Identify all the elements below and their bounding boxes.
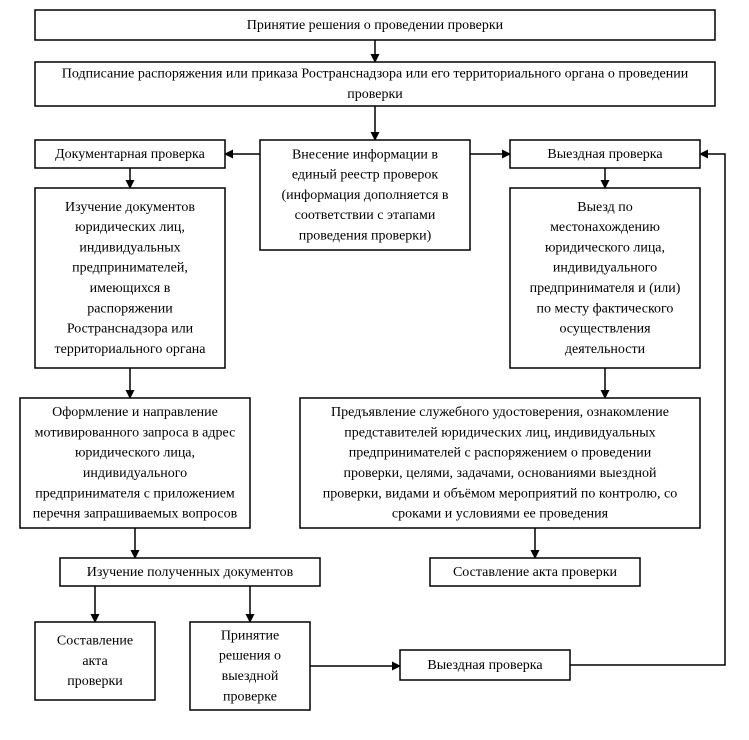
node-label-line: Выездная проверка — [547, 147, 663, 162]
node-n3: Документарная проверка — [35, 140, 225, 168]
node-n4: Внесение информации в единый реестр прове… — [260, 140, 470, 250]
node-n2: Подписание распоряжения или приказа Рост… — [35, 62, 715, 106]
node-label-line: Внесение информации в — [292, 147, 438, 162]
node-label-line: Изучение полученных документов — [87, 565, 294, 580]
node-label-line: проверки, видами и объёмом мероприятий п… — [323, 486, 677, 501]
node-label-line: проверке — [223, 689, 277, 704]
node-label-line: предпринимателей, — [72, 261, 188, 276]
node-label-line: соответствии с этапами — [295, 208, 436, 223]
node-n12: Составление акта проверки — [35, 622, 155, 700]
node-label-line: выездной — [222, 669, 279, 684]
node-n8: Оформление и направление мотивированного … — [20, 398, 250, 528]
node-label-line: проверки — [67, 674, 123, 689]
node-label-line: единый реестр проверок — [292, 168, 439, 183]
node-n6: Изучение документов юридических лиц, индив… — [35, 188, 225, 368]
node-n10: Изучение полученных документов — [60, 558, 320, 586]
node-n14: Выездная проверка — [400, 650, 570, 680]
node-label-line: Документарная проверка — [55, 147, 206, 162]
node-label-line: (информация дополняется в — [281, 188, 448, 203]
node-label-line: решения о — [219, 649, 281, 664]
node-label-line: юридического лица, — [545, 240, 665, 255]
node-label-line: Подписание распоряжения или приказа Рост… — [62, 67, 689, 82]
node-label-line: сроками и условиями ее проведения — [392, 507, 609, 522]
node-label-line: Принятие решения о проведении проверки — [247, 18, 504, 33]
node-n5: Выездная проверка — [510, 140, 700, 168]
node-n7: Выезд по местонахождению юридического лица… — [510, 188, 700, 368]
node-label-line: предпринимателя и (или) — [530, 281, 681, 296]
node-label-line: Составление — [57, 634, 133, 649]
node-label-line: юридических лиц, — [75, 220, 185, 235]
nodes-layer: Принятие решения о проведении проверки По… — [20, 10, 715, 710]
node-label-line: имеющихся в — [90, 281, 171, 296]
node-label-line: мотивированного запроса в адрес — [35, 425, 236, 440]
node-n11: Составление акта проверки — [430, 558, 640, 586]
node-label-line: Выездная проверка — [427, 658, 543, 673]
node-label-line: проверки — [347, 87, 403, 102]
node-label-line: распоряжении — [87, 301, 173, 316]
node-label-line: предпринимателей с распоряжением о прове… — [349, 446, 652, 461]
node-label-line: деятельности — [565, 342, 646, 357]
node-label-line: Составление акта проверки — [453, 565, 618, 580]
node-n13: Принятие решения о выездной проверке — [190, 622, 310, 710]
node-label-line: проведения проверки) — [299, 228, 432, 243]
node-label-line: представителей юридических лиц, индивиду… — [344, 425, 655, 440]
node-n9: Предъявление служебного удостоверения, о… — [300, 398, 700, 528]
node-label-line: по месту фактического — [537, 301, 674, 316]
node-label-line: Ространснадзора или — [67, 322, 194, 337]
node-label-line: акта — [82, 654, 108, 669]
node-label-line: Принятие — [221, 628, 279, 643]
flowchart-canvas: Принятие решения о проведении проверки По… — [0, 0, 749, 740]
node-n1: Принятие решения о проведении проверки — [35, 10, 715, 40]
node-label-line: индивидуального — [553, 261, 657, 276]
node-label-line: проверки, целями, задачами, основаниями … — [344, 466, 657, 481]
node-label-line: индивидуальных — [79, 240, 180, 255]
node-label-line: Выезд по — [577, 200, 633, 215]
node-label-line: территориального органа — [54, 342, 206, 357]
node-label-line: перечня запрашиваемых вопросов — [33, 507, 238, 522]
node-label-line: Оформление и направление — [52, 405, 218, 420]
node-label-line: индивидуального — [83, 466, 187, 481]
node-label-line: Предъявление служебного удостоверения, о… — [331, 405, 669, 420]
node-label-line: местонахождению — [550, 220, 660, 235]
node-label-line: юридического лица, — [75, 446, 195, 461]
node-label-line: осуществления — [559, 322, 651, 337]
node-label-line: Изучение документов — [65, 200, 195, 215]
node-label-line: предпринимателя с приложением — [35, 486, 235, 501]
